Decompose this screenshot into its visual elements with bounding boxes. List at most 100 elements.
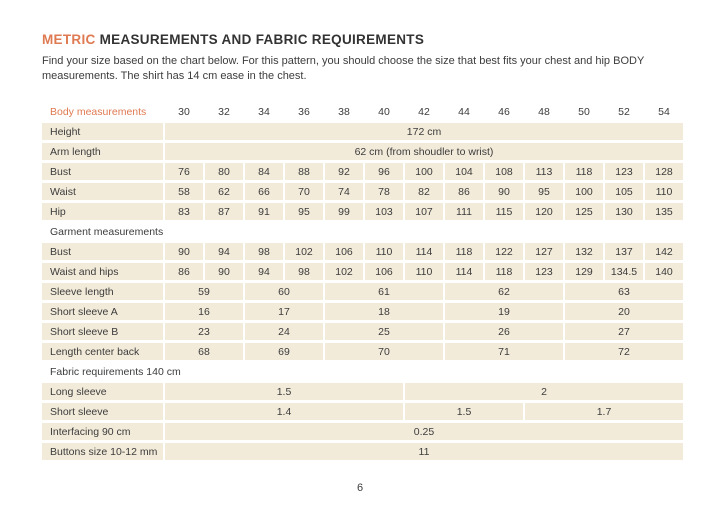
value-cell: 127: [525, 243, 563, 260]
value-cell: 80: [205, 163, 243, 180]
row-label-cell: Height: [42, 123, 163, 140]
size-header-cell: 34: [258, 105, 270, 118]
size-header-cell: 44: [458, 105, 470, 118]
page-title: METRIC MEASUREMENTS AND FABRIC REQUIREME…: [42, 32, 687, 47]
value-cell: 58: [165, 183, 203, 200]
value-cell: 106: [325, 243, 363, 260]
value-cell: 123: [525, 263, 563, 280]
size-header-cell: 52: [618, 105, 630, 118]
value-cell: 23: [165, 323, 243, 340]
value-cell: 1.4: [165, 403, 403, 420]
value-cell: 94: [245, 263, 283, 280]
value-cell: 123: [605, 163, 643, 180]
table-row: Short sleeve B 23 24 25 26 27: [42, 323, 683, 340]
table-row: Buttons size 10-12 mm 11: [42, 443, 683, 460]
value-cell: 111: [445, 203, 483, 220]
value-cell: 110: [365, 243, 403, 260]
value-cell: 95: [525, 183, 563, 200]
section-header-row: Garment measurements: [42, 223, 683, 240]
value-cell: 16: [165, 303, 243, 320]
value-cell: 20: [565, 303, 683, 320]
table-row: Short sleeve A 16 17 18 19 20: [42, 303, 683, 320]
value-cell: 94: [205, 243, 243, 260]
value-cell: 11: [165, 443, 683, 460]
value-cell: 102: [325, 263, 363, 280]
value-cell: 107: [405, 203, 443, 220]
value-cell: 140: [645, 263, 683, 280]
row-label-cell: Arm length: [42, 143, 163, 160]
table-header-row: Body measurements 30 32 34 36 38 40 42 44 46 48 50 5…: [42, 103, 683, 120]
value-cell: 128: [645, 163, 683, 180]
value-cell: 91: [245, 203, 283, 220]
value-cell: 130: [605, 203, 643, 220]
value-cell: 118: [485, 263, 523, 280]
value-cell: 118: [565, 163, 603, 180]
section-header-row: Fabric requirements 140 cm: [42, 363, 683, 380]
table-row: Waist 58 62 66 70 74 78 82 86 90 95 100 105 110: [42, 183, 683, 200]
value-cell: 108: [485, 163, 523, 180]
value-cell: 105: [605, 183, 643, 200]
value-cell: 76: [165, 163, 203, 180]
value-cell: 99: [325, 203, 363, 220]
value-cell: 27: [565, 323, 683, 340]
value-cell: 0.25: [165, 423, 683, 440]
table-row: Bust 90 94 98 102 106 110 114 118 122 127 132 137 142: [42, 243, 683, 260]
page-number: 6: [356, 482, 364, 494]
value-cell: 110: [405, 263, 443, 280]
value-cell: 96: [365, 163, 403, 180]
size-header-cell: 30: [178, 105, 190, 118]
intro-line-1: Find your size based on the chart below.…: [42, 55, 645, 67]
value-cell: 135: [645, 203, 683, 220]
value-cell: 172 cm: [165, 123, 683, 140]
value-cell: 142: [645, 243, 683, 260]
size-header-cell: 54: [658, 105, 670, 118]
value-cell: 82: [405, 183, 443, 200]
table-row: Sleeve length 59 60 61 62 63: [42, 283, 683, 300]
value-cell: 19: [445, 303, 563, 320]
table-row: Short sleeve 1.4 1.5 1.7: [42, 403, 683, 420]
value-cell: 63: [565, 283, 683, 300]
table-row: Bust 76 80 84 88 92 96 100 104 108 113 118 123 128: [42, 163, 683, 180]
value-cell: 24: [245, 323, 323, 340]
value-cell: 2: [405, 383, 683, 400]
intro-line-2: measurements. The shirt has 14 cm ease i…: [42, 69, 307, 82]
row-label-cell: Long sleeve: [42, 383, 163, 400]
value-cell: 68: [165, 343, 243, 360]
value-cell: 100: [405, 163, 443, 180]
value-cell: 110: [645, 183, 683, 200]
value-cell: 62 cm (from shoudler to wrist): [165, 143, 683, 160]
value-cell: 125: [565, 203, 603, 220]
value-cell: 70: [285, 183, 323, 200]
value-cell: 103: [365, 203, 403, 220]
row-label-cell: Hip: [42, 203, 163, 220]
table-row: Length center back 68 69 70 71 72: [42, 343, 683, 360]
value-cell: 1.5: [165, 383, 403, 400]
value-cell: 25: [325, 323, 443, 340]
value-cell: 120: [525, 203, 563, 220]
value-cell: 86: [165, 263, 203, 280]
value-cell: 18: [325, 303, 443, 320]
value-cell: 1.7: [525, 403, 683, 420]
section-label-cell: Fabric requirements 140 cm: [50, 365, 181, 378]
value-cell: 87: [205, 203, 243, 220]
size-header-cell: 46: [498, 105, 510, 118]
row-label-cell: Buttons size 10-12 mm: [42, 443, 163, 460]
value-cell: 62: [205, 183, 243, 200]
value-cell: 98: [245, 243, 283, 260]
value-cell: 1.5: [405, 403, 523, 420]
value-cell: 114: [445, 263, 483, 280]
value-cell: 137: [605, 243, 643, 260]
header-label-cell: Body measurements: [50, 105, 147, 118]
size-header-cell: 40: [378, 105, 390, 118]
value-cell: 118: [445, 243, 483, 260]
table-row: Arm length 62 cm (from shoudler to wrist): [42, 143, 683, 160]
table-row: Waist and hips 86 90 94 98 102 106 110 114 118 123…: [42, 263, 683, 280]
value-cell: 98: [285, 263, 323, 280]
intro-text: Find your size based on the chart below.…: [42, 54, 687, 83]
value-cell: 70: [325, 343, 443, 360]
row-label-cell: Waist: [42, 183, 163, 200]
size-header-cell: 42: [418, 105, 430, 118]
section-label-cell: Garment measurements: [50, 225, 164, 238]
value-cell: 100: [565, 183, 603, 200]
value-cell: 92: [325, 163, 363, 180]
